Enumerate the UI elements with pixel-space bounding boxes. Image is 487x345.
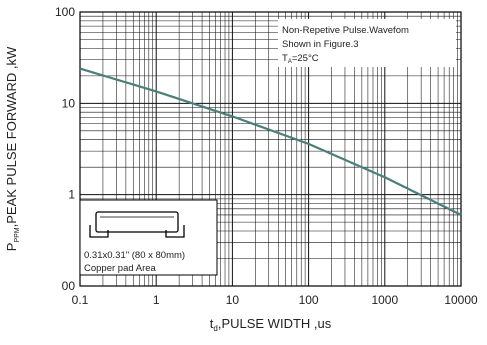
temperature-label: TA=25°C: [282, 53, 319, 65]
x-axis-subscript: d: [213, 324, 217, 333]
plot-frame: [79, 11, 462, 287]
package-body: [95, 211, 179, 233]
pad-line: 0.31x0.31" (80 x 80mm): [84, 250, 185, 261]
x-axis-symbol: t: [210, 316, 214, 331]
package-lead-left: [89, 225, 109, 238]
temperature-value: =25°C: [292, 53, 319, 64]
note-line: Non-Repetive Pulse.Wavefom: [282, 25, 409, 36]
x-tick-label: 1000: [371, 293, 398, 307]
y-tick-label: 1: [68, 188, 75, 202]
x-tick-label: 1: [153, 293, 160, 307]
x-axis-text: ,PULSE WIDTH ,us: [218, 316, 332, 331]
x-tick-labels: 0.1 1 10 100 1000 10000: [72, 293, 478, 307]
x-tick-label: 10000: [444, 293, 478, 307]
y-tick-labels: 00 1 10 100: [55, 5, 75, 293]
x-axis-label: td,PULSE WIDTH ,us: [210, 316, 332, 333]
y-axis-label: PPPM,PEAK PULSE FORWARD ,kW: [4, 46, 21, 251]
y-tick-label: 100: [55, 5, 75, 19]
series-line: [79, 67, 462, 216]
y-axis-text: ,PEAK PULSE FORWARD ,kW: [4, 46, 19, 227]
pad-line: Copper pad Area: [84, 263, 157, 274]
copper-pad-inset: 0.31x0.31" (80 x 80mm) Copper pad Area: [79, 199, 218, 276]
note-line: Shown in Figure.3: [282, 39, 359, 50]
x-tick-label: 100: [299, 293, 319, 307]
y-axis-symbol: P: [4, 243, 19, 252]
y-tick-label: 00: [62, 279, 76, 293]
note-background: [278, 19, 456, 67]
y-axis-subscript: PPM: [14, 227, 21, 242]
temperature-subscript: A: [288, 59, 292, 65]
temperature-symbol: T: [282, 53, 288, 64]
x-tick-label: 10: [226, 293, 240, 307]
smd-package-icon: [89, 211, 185, 238]
x-tick-label: 0.1: [72, 293, 89, 307]
note-box: Non-Repetive Pulse.Wavefom Shown in Figu…: [278, 19, 456, 67]
package-lead-right: [165, 225, 185, 238]
y-tick-label: 10: [62, 96, 76, 110]
